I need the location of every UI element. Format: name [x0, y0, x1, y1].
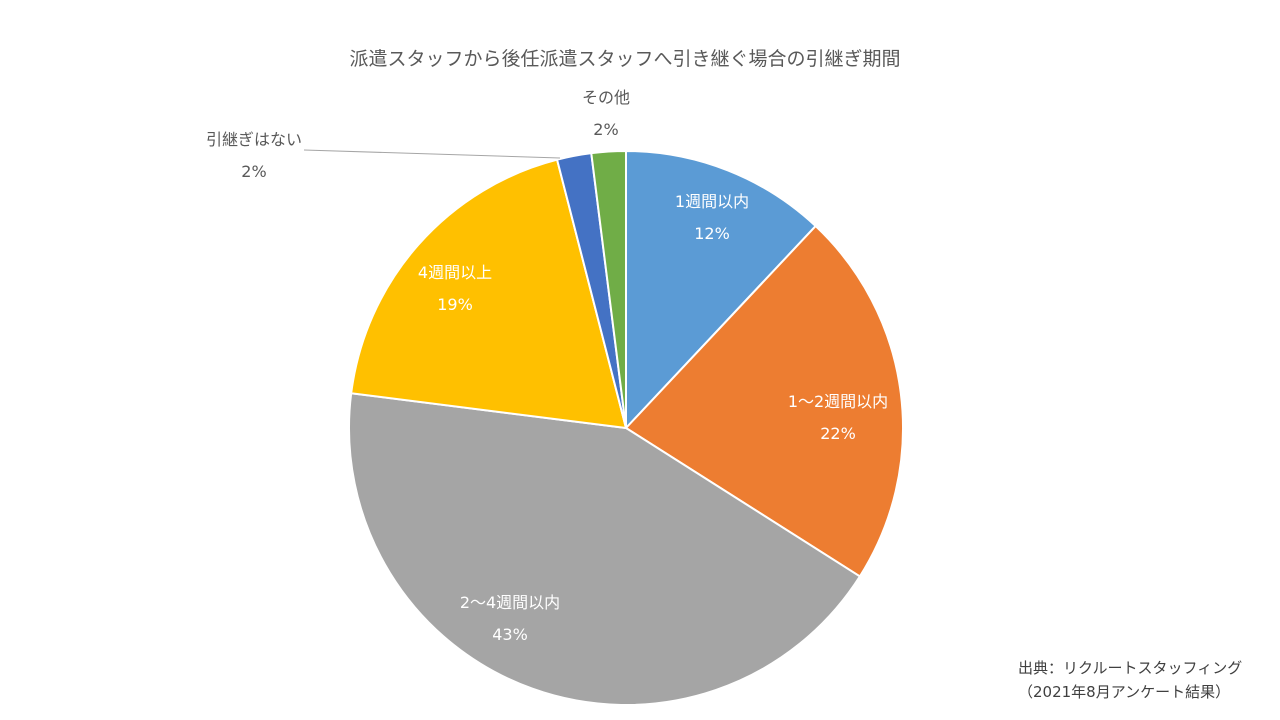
pie-slice-other — [590, 149, 627, 429]
slice-label-1-2-weeks: 1〜2週間以内 — [788, 392, 888, 411]
slice-label-no-handover: 引継ぎはない — [206, 130, 302, 149]
chart-title: 派遣スタッフから後任派遣スタッフへ引き継ぐ場合の引継ぎ期間 — [349, 48, 901, 70]
pie-slice-1-week — [625, 149, 818, 431]
slice-value-4-weeks-plus: 19% — [437, 295, 473, 314]
slice-value-no-handover: 2% — [241, 162, 266, 181]
pie-slice-2-4-weeks — [348, 392, 862, 706]
source-line-2: （2021年8月アンケート結果） — [1018, 683, 1231, 701]
slice-label-4-weeks-plus: 4週間以上 — [418, 263, 492, 282]
slice-value-other: 2% — [593, 120, 618, 139]
pie-slice-4-weeks-plus — [350, 158, 628, 430]
slice-label-other: その他 — [582, 88, 630, 107]
leader-line-no-handover — [303, 149, 561, 159]
source-line-1: 出典：リクルートスタッフィング — [1018, 659, 1243, 677]
slice-label-2-4-weeks: 2〜4週間以内 — [460, 593, 560, 612]
slice-label-1-week: 1週間以内 — [675, 192, 749, 211]
slice-value-2-4-weeks: 43% — [492, 625, 528, 644]
source-note: 出典：リクルートスタッフィング （2021年8月アンケート結果） — [1018, 656, 1242, 704]
slice-value-1-week: 12% — [694, 224, 730, 243]
pie-slice-1-2-weeks — [624, 224, 904, 578]
slice-value-1-2-weeks: 22% — [820, 424, 856, 443]
